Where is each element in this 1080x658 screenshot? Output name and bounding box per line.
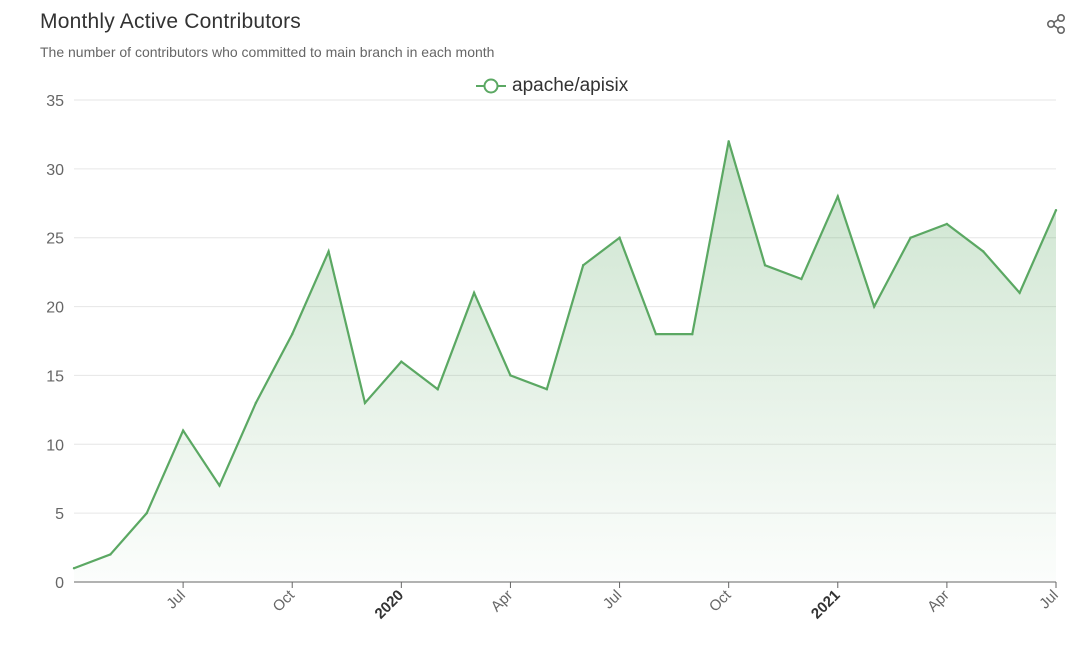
series-area [74, 141, 1056, 583]
data-point [581, 264, 585, 267]
data-point [145, 511, 148, 515]
x-tick-label: Oct [270, 586, 299, 615]
legend-marker-icon [476, 78, 506, 94]
data-point [545, 388, 549, 391]
y-tick-label: 10 [46, 437, 64, 454]
data-point [72, 567, 76, 570]
data-point [400, 360, 403, 363]
share-icon [1046, 13, 1066, 35]
series-line [73, 141, 1058, 570]
data-point [727, 140, 730, 143]
data-point [327, 250, 330, 253]
x-tick-label: Oct [706, 586, 735, 615]
chart-title: Monthly Active Contributors [40, 10, 302, 33]
share-button[interactable] [1044, 12, 1068, 36]
data-point [618, 236, 621, 239]
data-point [872, 305, 876, 308]
data-point [363, 401, 367, 405]
data-point [982, 250, 985, 253]
y-tick-label: 0 [55, 575, 64, 592]
data-point [218, 484, 221, 487]
data-point [691, 332, 694, 336]
y-tick-label: 35 [46, 93, 64, 110]
x-tick-label: 2020 [372, 587, 408, 623]
y-tick-label: 15 [46, 368, 64, 385]
data-point [254, 401, 258, 405]
chart-subtitle: The number of contributors who committed… [40, 44, 495, 60]
data-point [472, 291, 476, 294]
data-point [1054, 208, 1058, 212]
data-point [291, 332, 294, 336]
data-point [109, 553, 112, 556]
data-point [509, 374, 512, 377]
y-tick-label: 30 [46, 162, 64, 179]
x-tick-label: Apr [488, 587, 517, 616]
data-point [836, 195, 839, 198]
data-point [654, 332, 658, 336]
x-tick-label: Jul [1036, 587, 1062, 613]
data-point [800, 277, 803, 281]
legend-label: apache/apisix [512, 75, 629, 96]
y-tick-label: 5 [55, 506, 64, 523]
data-point [436, 388, 439, 391]
x-tick-label: Jul [163, 587, 189, 613]
data-point [945, 222, 949, 226]
x-tick-label: Apr [924, 587, 953, 616]
y-tick-label: 25 [46, 231, 64, 248]
data-point [909, 236, 912, 239]
y-tick-label: 20 [46, 300, 64, 317]
data-point [1018, 291, 1021, 294]
data-point [181, 429, 185, 432]
x-tick-label: 2021 [808, 587, 844, 623]
x-tick-label: Jul [600, 587, 626, 613]
legend-item[interactable]: apache/apisix [476, 75, 628, 97]
data-point [763, 264, 767, 267]
